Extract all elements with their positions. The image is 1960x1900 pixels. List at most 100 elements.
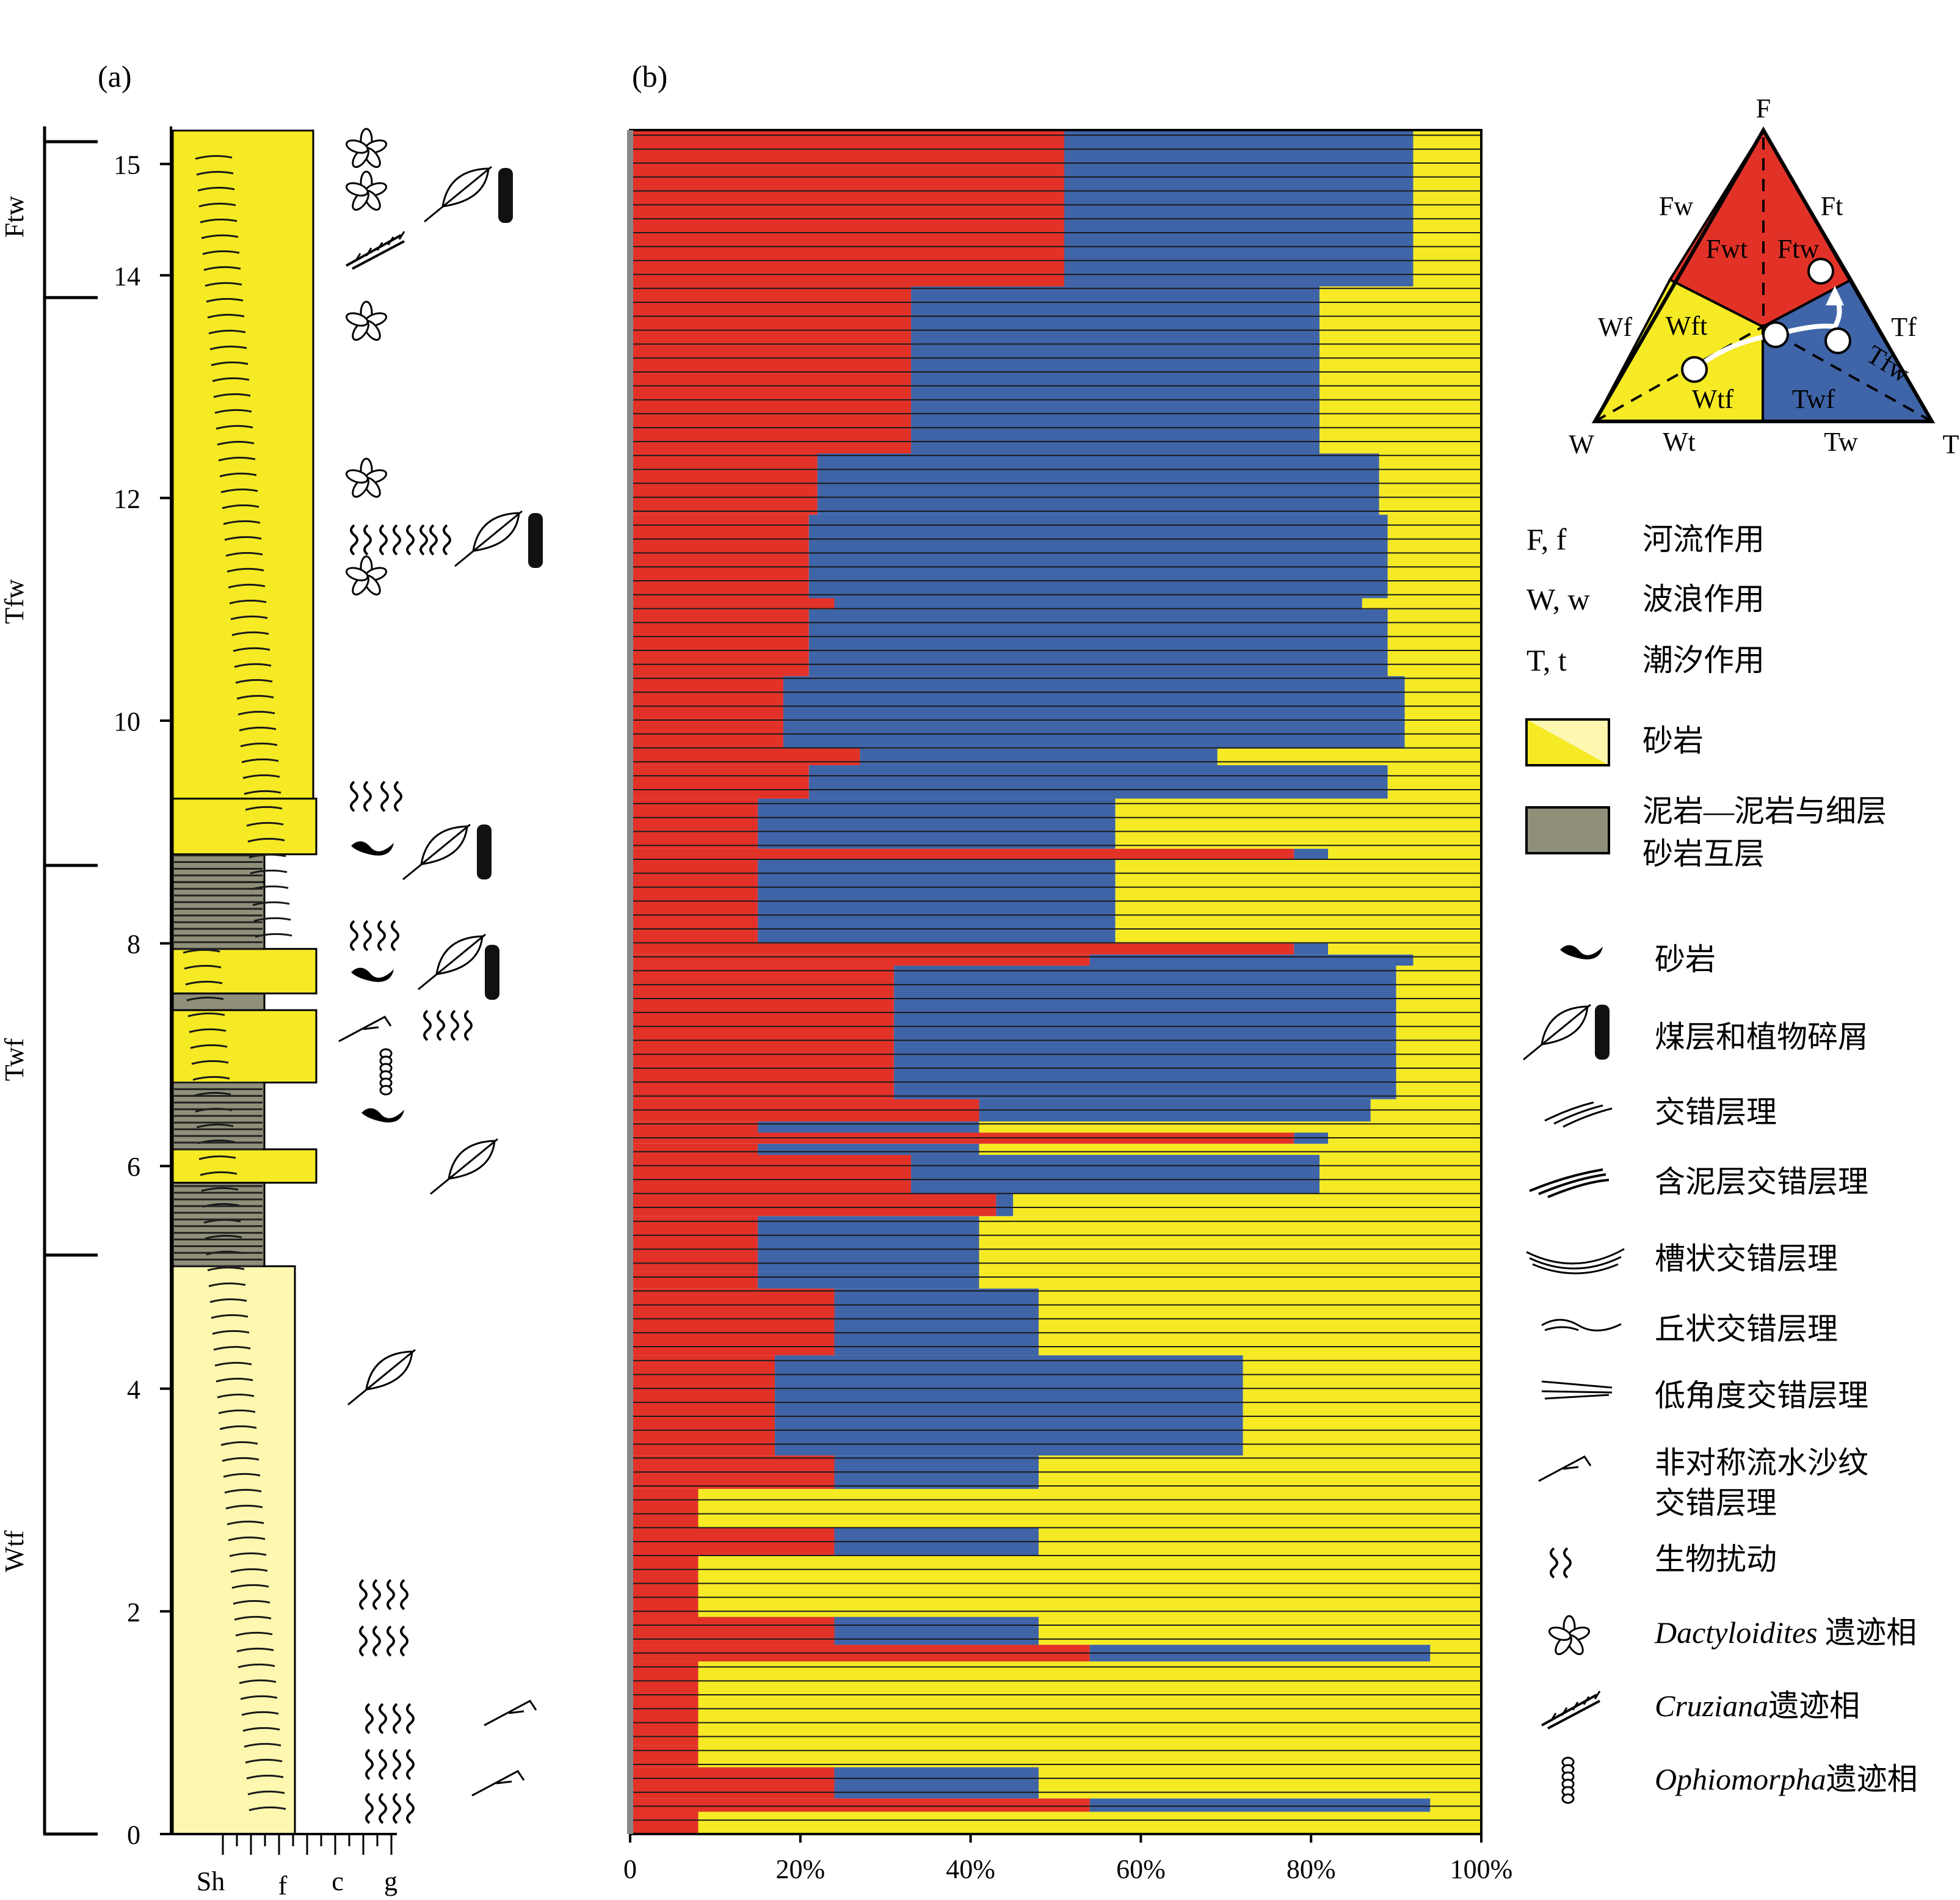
bioturbation-squiggle xyxy=(363,781,372,812)
bed-stroke xyxy=(227,1520,264,1526)
bar-tidal-32 xyxy=(808,514,1388,599)
bar-fluvial-29 xyxy=(630,676,783,749)
legend-sym-mud-cross-label: 含泥层交错层理 xyxy=(1655,1165,1868,1199)
bioturbation-squiggle xyxy=(379,1749,387,1780)
bioturbation-icon-14 xyxy=(365,1703,387,1734)
bar-wave-6 xyxy=(1039,1617,1481,1645)
x-tick-label-4: 80% xyxy=(1287,1854,1336,1884)
bed-stroke xyxy=(244,1742,281,1748)
bar-wave-27 xyxy=(1387,765,1481,799)
bar-tidal-34 xyxy=(911,286,1320,454)
unit-label-tfw: Tfw xyxy=(0,579,29,624)
bioturbation-icon-15 xyxy=(393,1703,415,1734)
bar-wave-32 xyxy=(1387,514,1481,599)
bar-fluvial-30 xyxy=(630,609,809,677)
bar-tidal-17 xyxy=(758,1143,979,1155)
plant-debris-icon-2 xyxy=(402,823,471,881)
bed-stroke xyxy=(183,948,220,954)
ternary-path-arrow xyxy=(1693,292,1842,372)
bed-stroke xyxy=(239,1679,277,1684)
ternary-edge-tw: Tw xyxy=(1824,427,1858,457)
bed-stroke xyxy=(249,853,286,859)
bioturbation-squiggle xyxy=(400,1579,408,1611)
cruziana-tick xyxy=(376,242,383,251)
ophiomorpha-segment xyxy=(379,1085,393,1096)
bed-stroke xyxy=(229,1552,267,1557)
legend-key-t: T, t xyxy=(1526,643,1567,677)
bar-tidal-13 xyxy=(758,1272,979,1289)
bioturbation-icon-9 xyxy=(451,1010,473,1041)
ternary-vertex-f: F xyxy=(1756,93,1771,123)
legend-cross-bedding-icon xyxy=(1544,1101,1613,1128)
legend-key-f: F, f xyxy=(1526,522,1567,556)
bed-stroke xyxy=(235,679,273,684)
legend-swatch-mudstone xyxy=(1525,806,1610,854)
leaf-shape xyxy=(418,933,486,991)
panel-a-symbols xyxy=(338,128,1603,1824)
ripple-icon-0 xyxy=(338,1016,392,1043)
bar-tidal-28 xyxy=(860,748,1218,765)
plant-debris-icon-3 xyxy=(418,933,486,991)
dactyloidites-arm xyxy=(345,469,369,484)
bed-texture xyxy=(174,155,292,1811)
panel-a-label: (a) xyxy=(98,59,132,93)
legend-plant-icon xyxy=(1523,1003,1591,1061)
bed-stroke xyxy=(222,504,260,509)
panel-b: (b) 0 20% 40% 60% 80% 100% xyxy=(623,59,1512,1884)
bed-stroke xyxy=(234,663,272,668)
cruziana-tick xyxy=(1561,1707,1568,1716)
bed-stroke xyxy=(236,1647,274,1653)
bioturbation-icon-16 xyxy=(365,1749,387,1780)
legend: F, f 河流作用 W, w 波浪作用 T, t 潮汐作用 砂岩 泥岩—泥岩与细… xyxy=(1523,522,1918,1796)
unit-ticks xyxy=(43,140,98,1836)
bed-stroke xyxy=(214,409,252,414)
bed-stroke xyxy=(240,1695,278,1700)
bioturbation-squiggle xyxy=(359,1579,368,1611)
legend-swatch-sandstone-label: 砂岩 xyxy=(1642,724,1704,758)
bed-stroke xyxy=(245,806,283,811)
bar-fluvial-11 xyxy=(630,1355,775,1456)
bioturbation-squiggle xyxy=(393,1793,401,1824)
bed-stroke xyxy=(218,1409,256,1414)
bed-stroke xyxy=(205,1234,242,1240)
bed-stroke xyxy=(198,202,236,208)
depth-tick-label-1: 2 xyxy=(127,1597,140,1627)
legend-coal-icon xyxy=(1595,1005,1610,1060)
bar-wave-2 xyxy=(1039,1767,1481,1799)
bar-fluvial-13 xyxy=(630,1272,758,1289)
bed-stroke xyxy=(241,1711,279,1716)
bar-tidal-35 xyxy=(1064,130,1414,287)
bioturbation-squiggle xyxy=(393,1749,401,1780)
bar-wave-4 xyxy=(698,1661,1481,1745)
x-tick-label-2: 40% xyxy=(946,1854,995,1884)
bed-stroke xyxy=(196,1123,234,1129)
bed-stroke xyxy=(203,266,241,271)
bioturbation-icon-11 xyxy=(387,1579,408,1611)
legend-sym-hummocky-label: 丘状交错层理 xyxy=(1655,1312,1838,1346)
bar-fluvial-12 xyxy=(630,1288,835,1356)
bar-fluvial-17 xyxy=(630,1143,758,1155)
bed-stroke xyxy=(230,1568,268,1573)
panel-a: (a) Ftw Tfw Twf Wtf 0 2 4 6 8 10 12 14 15 Sh f c… xyxy=(0,59,1603,1900)
ternary-edge-wt: Wt xyxy=(1663,427,1696,457)
bar-fluvial-16 xyxy=(630,1154,912,1194)
bed-5 xyxy=(172,992,266,1011)
bioturbation-icon-19 xyxy=(393,1793,415,1824)
bar-fluvial-0 xyxy=(630,1811,699,1834)
unit-label-ftw: Ftw xyxy=(0,196,29,238)
dactyloidites-arm xyxy=(345,182,369,197)
bed-stroke xyxy=(242,1727,280,1732)
bar-wave-23 xyxy=(1328,943,1481,955)
ternary-edge-tf: Tf xyxy=(1891,312,1917,342)
bioturbation-squiggle xyxy=(387,1579,395,1611)
bar-tidal-11 xyxy=(774,1355,1243,1456)
bed-stroke xyxy=(217,440,255,446)
cruziana-tick xyxy=(1572,1702,1579,1711)
bar-tidal-29 xyxy=(783,676,1405,749)
ternary-region-wft: Wft xyxy=(1666,311,1707,341)
bioturbation-squiggle xyxy=(350,920,358,952)
bioturbation-squiggle xyxy=(429,524,438,556)
legend-sym-low-angle-label: 低角度交错层理 xyxy=(1655,1378,1868,1413)
ternary-vertex-w: W xyxy=(1569,429,1594,459)
bar-fluvial-2 xyxy=(630,1767,835,1799)
